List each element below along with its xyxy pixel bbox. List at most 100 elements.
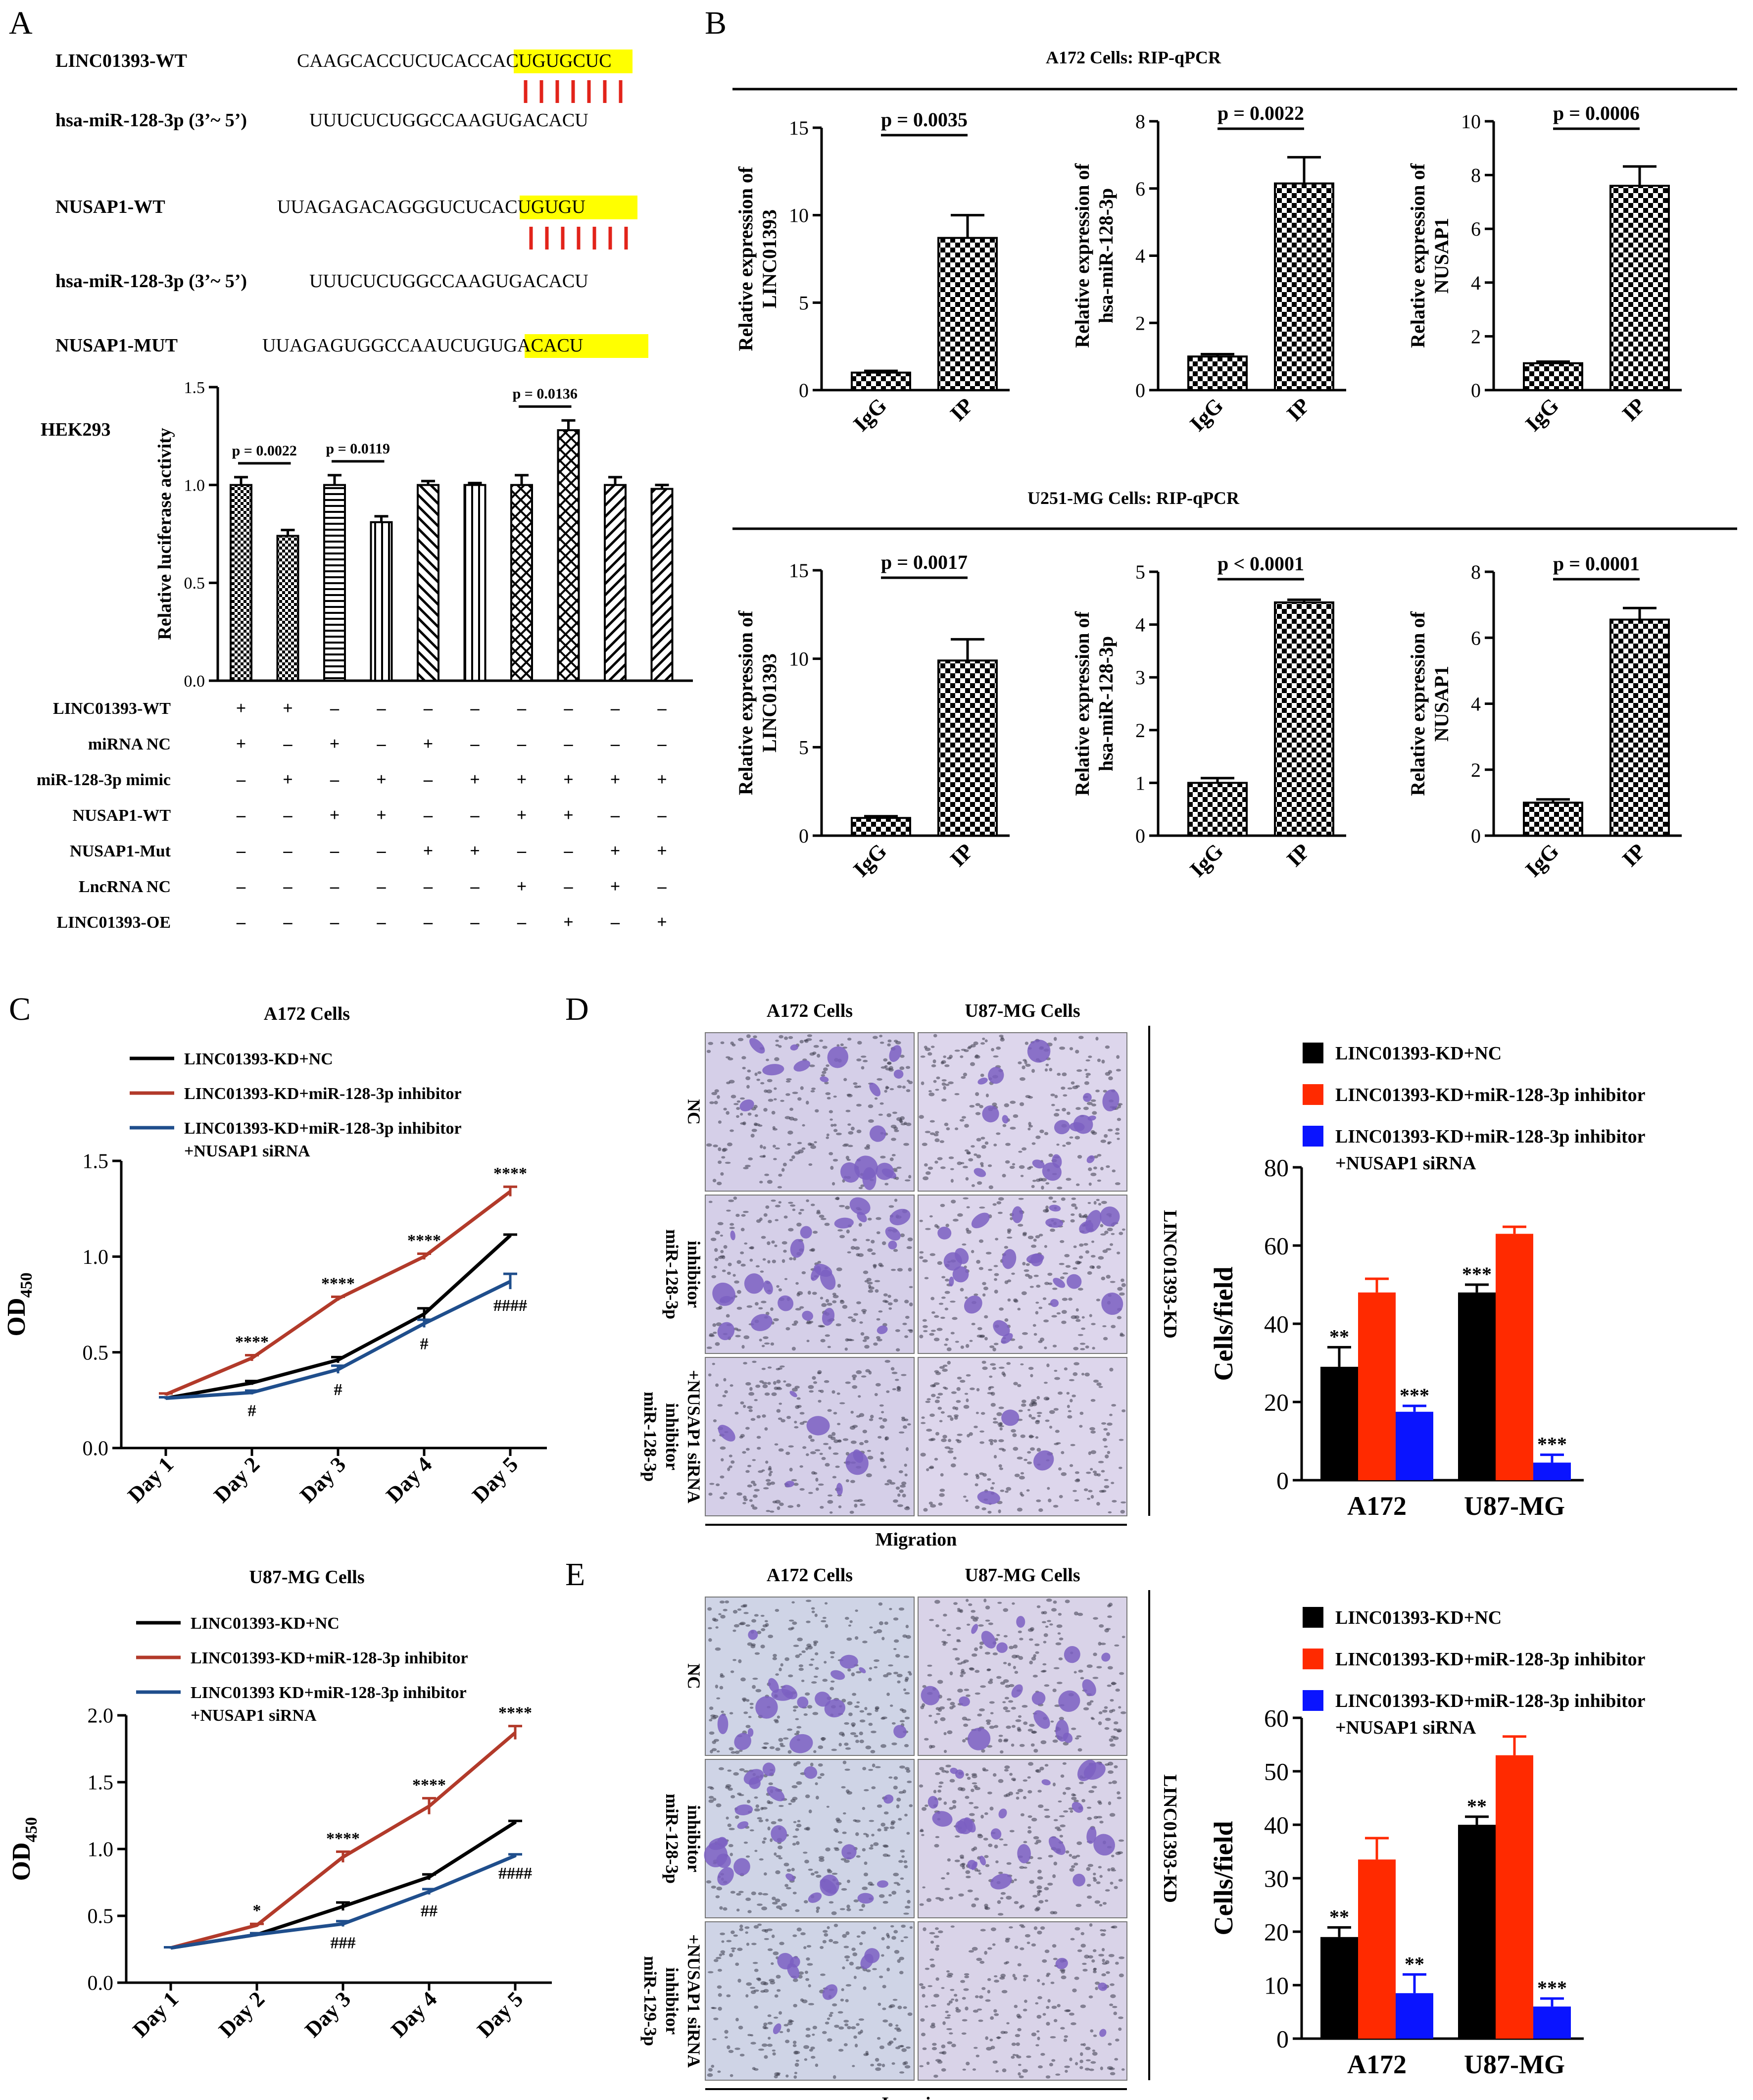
pore	[1004, 1103, 1010, 1107]
pore	[905, 1767, 910, 1770]
pore	[796, 1927, 802, 1932]
pore	[1044, 1900, 1049, 1902]
pore	[894, 1129, 899, 1132]
pore	[862, 1767, 867, 1770]
pore	[861, 1931, 866, 1935]
pore	[1072, 1372, 1078, 1376]
pore	[1052, 1944, 1057, 1948]
pore	[811, 1248, 816, 1252]
pore	[733, 1103, 739, 1105]
pore	[714, 1739, 719, 1742]
pore	[856, 1129, 862, 1134]
pore	[841, 1988, 844, 1992]
pore	[728, 1199, 734, 1202]
pore	[989, 1806, 994, 1811]
pore	[736, 1107, 740, 1110]
pore	[985, 1094, 989, 1098]
pore	[865, 2050, 869, 2054]
pore	[874, 1666, 878, 1669]
pore	[867, 1450, 872, 1452]
pore	[1080, 1348, 1085, 1350]
stained-cell	[849, 1197, 871, 1215]
pore	[927, 1052, 932, 1056]
pore	[1061, 1320, 1067, 1324]
pore	[946, 1970, 950, 1973]
pore	[891, 2062, 895, 2065]
stained-cell	[1027, 1040, 1051, 1063]
pore	[886, 1693, 890, 1696]
pore	[829, 1651, 835, 1654]
bar	[230, 484, 252, 682]
pore	[810, 1451, 816, 1454]
pore	[993, 1055, 999, 1058]
pore	[1051, 1103, 1055, 1106]
pore	[1012, 1163, 1016, 1166]
pore	[974, 1995, 979, 1999]
pore	[880, 1451, 884, 1455]
pore	[932, 2043, 937, 2046]
treatment-sign: –	[610, 698, 620, 718]
pore	[1033, 1749, 1038, 1753]
pore	[886, 1390, 890, 1393]
pore	[774, 1994, 779, 1998]
pore	[935, 1927, 939, 1930]
significance-mark: **	[1329, 1325, 1349, 1348]
pore	[992, 1367, 996, 1370]
pore	[1038, 2065, 1043, 2069]
pore	[996, 1676, 1002, 1679]
pore	[874, 1393, 878, 1397]
pore	[906, 1769, 911, 1773]
pore	[986, 1745, 993, 1748]
pore	[1038, 1508, 1043, 1512]
stained-cell	[734, 1804, 753, 1815]
x-tick-label: IgG	[849, 393, 892, 436]
pore	[810, 2046, 815, 2050]
pore	[1084, 1069, 1088, 1071]
stained-cell	[864, 1948, 880, 1963]
pore	[882, 2019, 888, 2023]
pore	[1098, 1953, 1105, 1957]
pore	[903, 1143, 909, 1146]
pore	[847, 1879, 850, 1883]
stained-cell	[1100, 1206, 1120, 1227]
pore	[874, 1280, 880, 1283]
pore	[873, 1631, 877, 1634]
pore	[1014, 1946, 1019, 1949]
treatment-sign: +	[470, 769, 480, 789]
stained-cell	[749, 1038, 765, 1054]
pore	[850, 1440, 857, 1444]
column-header: A172 Cells	[767, 1000, 853, 1021]
stained-cell	[1011, 1684, 1023, 1698]
pore	[927, 1664, 932, 1667]
pore	[1021, 1403, 1026, 1407]
pore	[837, 1284, 841, 1288]
pore	[1012, 2053, 1016, 2056]
pore	[754, 1614, 759, 1617]
pore	[789, 1257, 793, 1260]
pore	[761, 1367, 766, 1370]
pore	[992, 1773, 997, 1777]
pore	[981, 1749, 985, 1753]
chart-title: A172 Cells	[264, 1003, 350, 1024]
bar	[1609, 185, 1670, 391]
pore	[888, 2023, 893, 2027]
pore	[944, 1344, 948, 1346]
stained-cell	[1085, 1210, 1102, 1233]
pore	[742, 1451, 746, 1454]
pore	[1075, 1183, 1080, 1186]
pore	[831, 1872, 838, 1875]
pore	[1011, 1744, 1015, 1747]
pore	[777, 1387, 781, 1389]
pore	[859, 1942, 863, 1946]
pore	[800, 1998, 804, 2002]
stained-cell	[1052, 1154, 1062, 1168]
pore	[846, 1229, 850, 1234]
pore	[1070, 1219, 1075, 1223]
pore	[973, 2009, 978, 2013]
pore	[1013, 1447, 1019, 1451]
row-label: inhibitor	[662, 1967, 682, 2035]
pore	[934, 1315, 939, 1318]
treatment-sign: +	[236, 734, 246, 753]
pore	[898, 1860, 903, 1863]
